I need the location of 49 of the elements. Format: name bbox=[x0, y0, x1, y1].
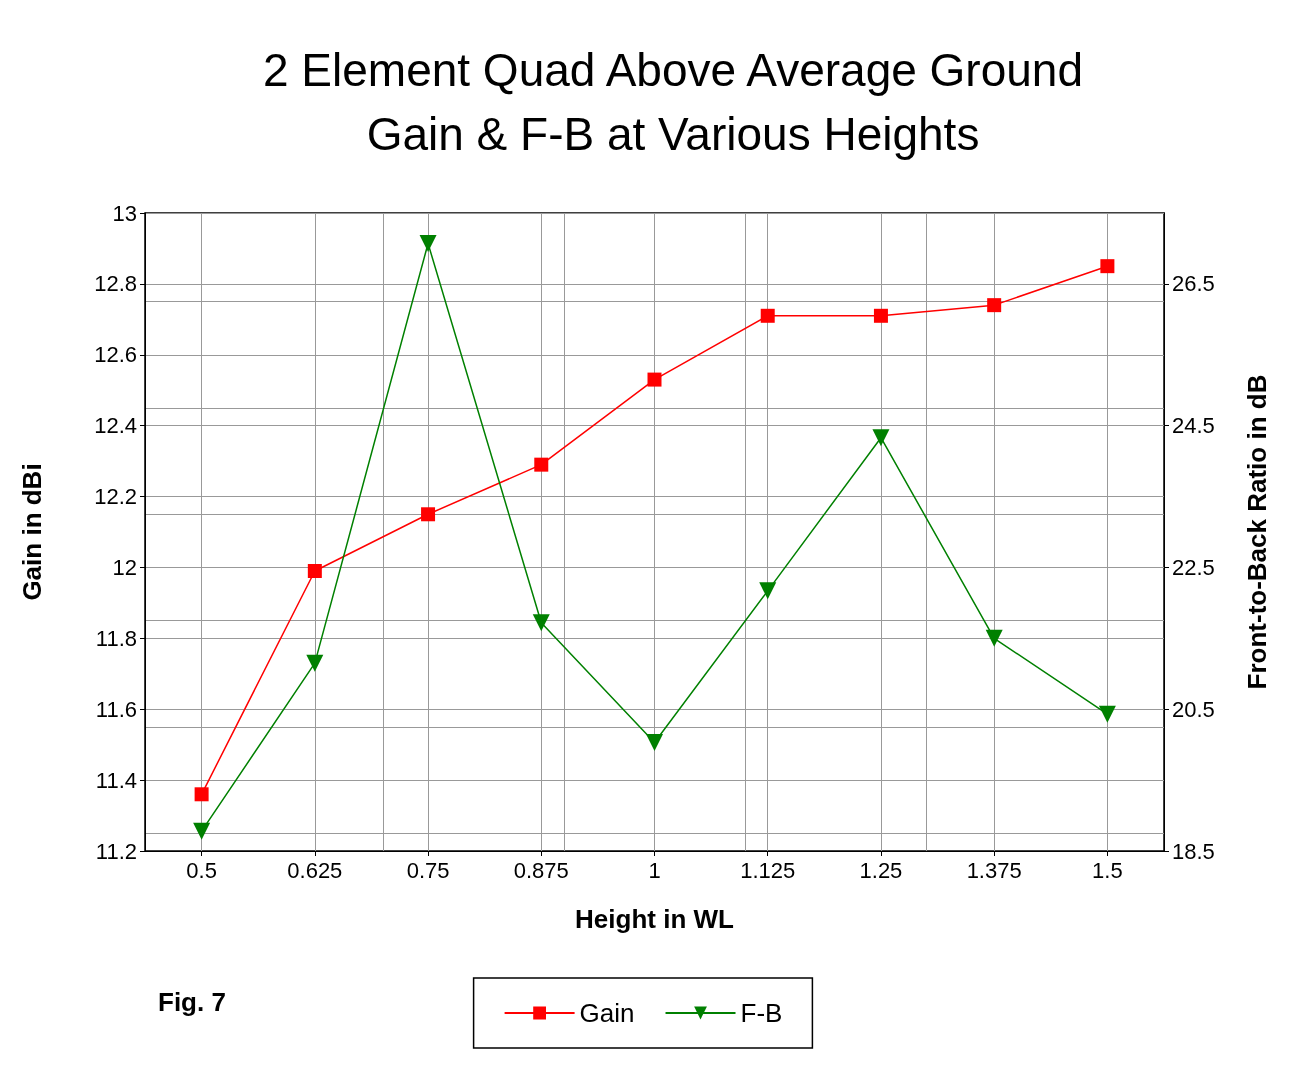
point bbox=[421, 507, 436, 522]
point bbox=[873, 308, 888, 323]
x-tick-label: 1.5 bbox=[1092, 857, 1123, 883]
x-tick-label: 1.25 bbox=[859, 857, 903, 883]
point bbox=[647, 372, 662, 387]
point bbox=[419, 234, 437, 252]
y-tick-label: 12.6 bbox=[94, 342, 137, 368]
x-tick-label: 1.375 bbox=[966, 857, 1022, 883]
x-tick-label: 0.875 bbox=[513, 857, 569, 883]
point bbox=[872, 429, 890, 447]
y2-tick-label: 26.5 bbox=[1172, 271, 1215, 297]
point bbox=[307, 563, 322, 578]
point bbox=[1098, 705, 1116, 723]
point bbox=[760, 308, 775, 323]
y-tick-label: 11.4 bbox=[95, 767, 137, 793]
y-tick-label: 12.4 bbox=[94, 413, 137, 439]
x-tick-label: 1.125 bbox=[740, 857, 796, 883]
point bbox=[1100, 259, 1115, 274]
point bbox=[194, 787, 209, 802]
y-axis-title: Gain in dBi bbox=[17, 463, 47, 601]
point bbox=[306, 654, 324, 672]
y-tick-label: 11.8 bbox=[95, 625, 137, 651]
y2-tick-label: 20.5 bbox=[1172, 696, 1215, 722]
y-tick-label: 11.2 bbox=[95, 838, 137, 864]
point bbox=[759, 582, 777, 600]
y-tick-label: 12 bbox=[112, 554, 137, 580]
x-axis-title: Height in WL bbox=[575, 904, 735, 934]
x-tick-label: 1 bbox=[648, 857, 661, 883]
point bbox=[646, 734, 663, 752]
legend-label: F-B bbox=[740, 998, 783, 1028]
point bbox=[534, 457, 549, 472]
y-tick-label: 11.6 bbox=[95, 696, 137, 722]
y-tick-label: 12.2 bbox=[94, 484, 137, 510]
y2-tick-label: 24.5 bbox=[1172, 413, 1215, 439]
legend-label: Gain bbox=[579, 998, 635, 1028]
y-tick-label: 12.8 bbox=[94, 271, 137, 297]
y2-tick-label: 22.5 bbox=[1172, 554, 1215, 580]
x-tick-label: 0.5 bbox=[186, 857, 217, 883]
point bbox=[987, 298, 1002, 313]
y-tick-label: 13 bbox=[112, 200, 137, 226]
x-tick-label: 0.75 bbox=[406, 857, 450, 883]
y2-axis-title: Front-to-Back Ratio in dB bbox=[1242, 374, 1272, 690]
caption: Fig. 7 bbox=[158, 987, 226, 1017]
y2-tick-label: 18.5 bbox=[1172, 838, 1215, 864]
x-tick-label: 0.625 bbox=[287, 857, 343, 883]
point bbox=[532, 614, 550, 632]
point bbox=[193, 822, 211, 840]
point bbox=[985, 629, 1003, 647]
chart-title: 2 Element Quad Above Average Ground Gain & F-B at Various Heights bbox=[262, 44, 1084, 160]
